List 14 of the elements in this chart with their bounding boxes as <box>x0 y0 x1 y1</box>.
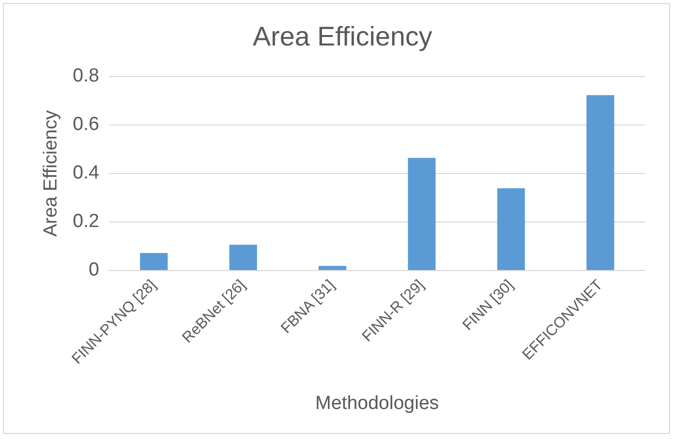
y-tick-label: 0.8 <box>72 66 100 87</box>
bar <box>318 266 346 270</box>
y-tick-label: 0.2 <box>72 211 100 232</box>
y-tick-label: 0 <box>88 260 100 281</box>
y-tick-label: 0.6 <box>72 114 100 136</box>
bar <box>497 188 525 270</box>
bar <box>140 253 168 270</box>
y-axis-title: Area Efficiency <box>40 110 62 237</box>
bar <box>229 244 257 270</box>
bar <box>408 158 436 270</box>
bar <box>586 95 614 270</box>
chart-title: Area Efficiency <box>252 22 433 52</box>
y-tick-label: 0.4 <box>72 162 100 184</box>
x-axis-title: Methodologies <box>315 392 439 414</box>
